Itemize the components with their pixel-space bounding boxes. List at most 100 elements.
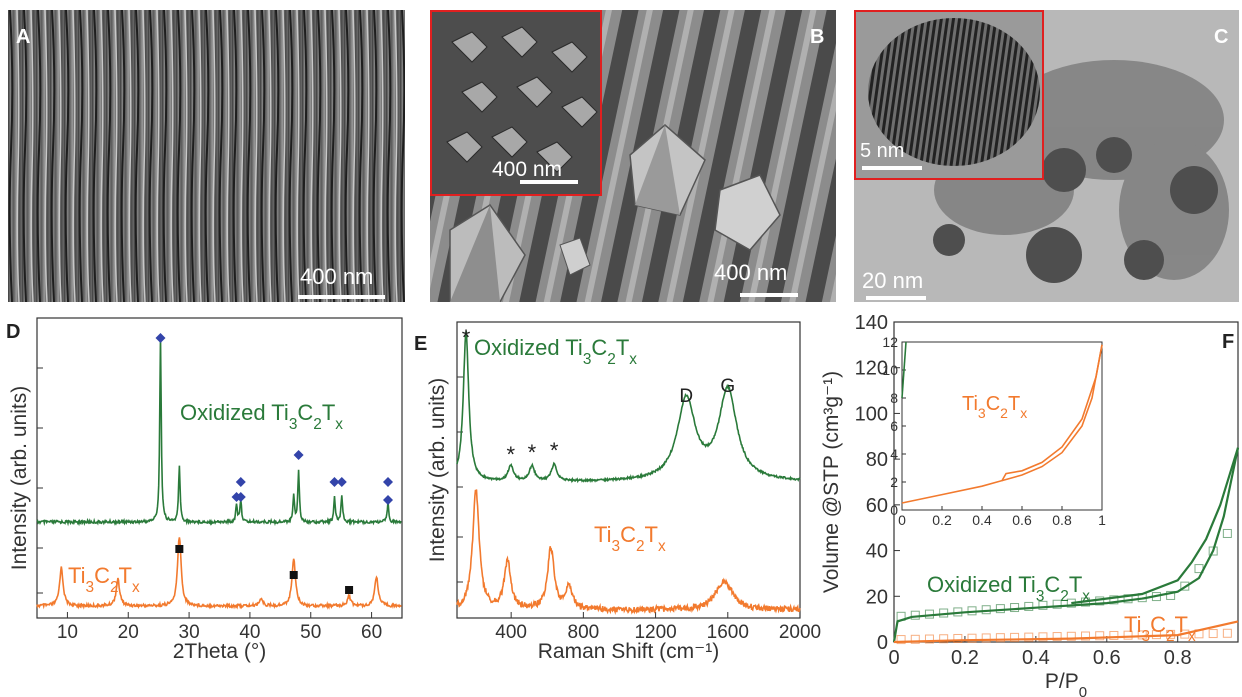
inset-scalebar-b — [520, 180, 578, 184]
x-tick-label-f: 0.2 — [951, 647, 979, 669]
scalebar-label-a: 400 nm — [300, 264, 374, 289]
data-point-ti3c2tx — [896, 635, 906, 645]
inset-x-tick-label-f: 0.2 — [932, 512, 952, 528]
panel-label-d: D — [6, 321, 20, 343]
data-point-oxidized — [1208, 546, 1218, 556]
x-tick-label-e: 1600 — [707, 622, 749, 643]
y-tick-label-f: 60 — [866, 495, 888, 517]
inset-frame-f — [901, 341, 1103, 511]
inset-y-tick-label-f: 10 — [882, 362, 898, 378]
panel-b-sem-image: 400 nm B 400 nm — [430, 10, 836, 302]
y-axis-label-f: Volume @STP (cm³g⁻¹) — [820, 371, 843, 593]
inset-scalebar-c — [862, 166, 922, 170]
y-tick-label-f: 0 — [877, 632, 888, 654]
inset-x-tick-label-f: 0.4 — [972, 512, 992, 528]
data-point-ti3c2tx — [1038, 632, 1048, 642]
peak-marker-square — [345, 586, 354, 594]
panel-label-b: B — [810, 26, 825, 48]
raman-chart-e: 400 800 1200 1600 2000 Raman Shift (cm⁻¹) Inte… — [414, 321, 821, 663]
xrd-line-oxidized — [36, 335, 402, 527]
data-point-ti3c2tx — [1066, 631, 1076, 641]
data-point-oxidized — [924, 609, 934, 619]
x-tick-label-e: 400 — [495, 622, 527, 643]
data-point-ti3c2tx — [1166, 629, 1176, 639]
scalebar-b — [740, 293, 798, 297]
data-point-oxidized — [1081, 597, 1091, 607]
panel-label-c: C — [1214, 26, 1229, 48]
raman-g-band-label: G — [720, 376, 735, 397]
peak-asterisk-e: * — [550, 438, 559, 463]
panel-c-tem-image: 5 nm C 20 nm — [854, 10, 1239, 302]
panel-label-f: F — [1222, 331, 1234, 353]
raman-line-oxidized — [456, 330, 801, 484]
y-tick-label-f: 120 — [855, 358, 888, 380]
inset-x-tick-label-f: 1 — [1098, 512, 1106, 528]
data-point-oxidized — [1151, 592, 1161, 602]
peak-marker-square — [175, 545, 184, 553]
data-point-ti3c2tx — [1194, 629, 1204, 639]
scalebar-c — [866, 296, 926, 300]
data-point-ti3c2tx — [1095, 631, 1105, 641]
x-tick-label-f: 0.8 — [1164, 647, 1192, 669]
x-axis-label-e: Raman Shift (cm⁻¹) — [538, 640, 719, 663]
inset-series-label-f: Ti3C2Tx — [962, 393, 1027, 421]
data-point-oxidized — [967, 606, 977, 616]
anatase-marker — [336, 477, 347, 487]
series-label-oxidized-f: Oxidized Ti3C2Tx — [927, 572, 1090, 605]
inset-x-tick-label-f: 0 — [898, 512, 906, 528]
raman-d-band-label: D — [679, 386, 693, 407]
sem-layered-image-a — [8, 10, 405, 302]
y-tick-label-f: 100 — [855, 403, 888, 425]
data-point-ti3c2tx — [1137, 630, 1147, 640]
scalebar-a — [298, 295, 385, 299]
data-point-ti3c2tx — [1123, 630, 1133, 640]
inset-scalebar-label-c: 5 nm — [860, 140, 905, 162]
x-tick-label-d: 30 — [179, 622, 200, 643]
inset-c-lattice: 5 nm — [854, 10, 1044, 180]
x-tick-label-d: 50 — [300, 622, 321, 643]
data-point-oxidized — [1038, 600, 1048, 610]
x-tick-label-d: 40 — [239, 622, 260, 643]
inset-y-tick-label-f: 2 — [890, 474, 898, 490]
data-point-ti3c2tx — [939, 634, 949, 644]
data-point-ti3c2tx — [1151, 630, 1161, 640]
scalebar-label-b: 400 nm — [714, 260, 788, 285]
data-point-oxidized — [1194, 564, 1204, 574]
peak-asterisk-e: * — [507, 442, 516, 467]
data-point-oxidized — [953, 607, 963, 617]
x-tick-label-f: 0 — [888, 647, 899, 669]
plot-frame-f — [893, 321, 1239, 643]
inset-b-cuboctahedra — [432, 12, 600, 194]
data-point-oxidized — [1166, 590, 1176, 600]
data-point-ti3c2tx — [910, 634, 920, 644]
panel-a-sem-image: A 400 nm — [8, 10, 405, 302]
x-tick-label-e: 2000 — [779, 622, 821, 643]
data-point-oxidized — [981, 605, 991, 615]
inset-scalebar-label-b: 400 nm — [492, 158, 563, 181]
xrd-chart-d: 10 20 30 40 50 60 2Theta (°) Intensity (arb. un… — [6, 317, 403, 663]
x-axis-label-d: 2Theta (°) — [173, 640, 267, 663]
sem-crystals-image-b — [430, 10, 836, 302]
data-point-oxidized — [910, 610, 920, 620]
peak-marker-square — [289, 571, 298, 579]
inset-b-magnified: 400 nm — [430, 10, 602, 196]
data-point-ti3c2tx — [967, 633, 977, 643]
y-tick-label-f: 40 — [866, 541, 888, 563]
peak-asterisk-e: * — [462, 325, 471, 350]
data-point-ti3c2tx — [1208, 629, 1218, 639]
inset-y-tick-label-f: 8 — [890, 390, 898, 406]
raman-line-ti3c2tx — [456, 489, 801, 615]
anatase-marker — [235, 477, 246, 487]
x-tick-label-d: 10 — [57, 622, 78, 643]
x-axis-label-f: P/P0 — [1045, 670, 1087, 697]
data-point-oxidized — [939, 608, 949, 618]
data-point-ti3c2tx — [1010, 632, 1020, 642]
inset-x-tick-label-f: 0.8 — [1052, 512, 1072, 528]
data-point-oxidized — [1137, 593, 1147, 603]
anatase-marker — [293, 450, 304, 460]
y-tick-label-f: 20 — [866, 586, 888, 608]
data-point-ti3c2tx — [1222, 628, 1232, 638]
data-point-oxidized — [1066, 598, 1076, 608]
data-point-ti3c2tx — [995, 633, 1005, 643]
